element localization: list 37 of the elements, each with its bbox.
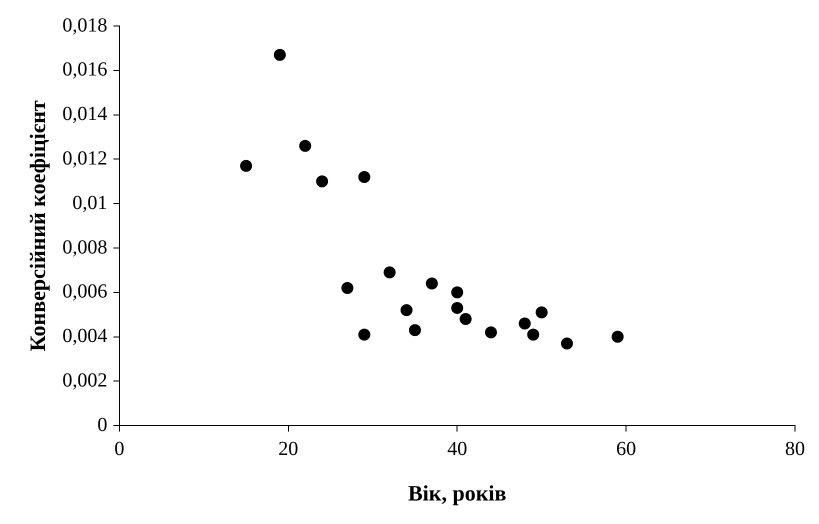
point [316, 175, 328, 188]
point [460, 313, 472, 326]
point [560, 337, 573, 350]
point [527, 328, 540, 341]
x-tick-label: 60 [616, 438, 636, 460]
y-tick-label: 0,016 [62, 58, 108, 81]
y-tick-label: 0,004 [62, 325, 108, 348]
point [274, 48, 286, 61]
x-axis-title: Вік, років [408, 480, 506, 506]
y-axis-title: Конверсійний коефіцієнт [24, 100, 50, 352]
point [408, 324, 421, 336]
point [536, 306, 548, 318]
y-tick-label: 0,006 [62, 280, 108, 303]
point [358, 328, 370, 341]
point [341, 282, 354, 294]
x-tick-label: 20 [278, 438, 298, 460]
point [484, 326, 497, 338]
point [299, 140, 312, 152]
y-tick-label: 0,002 [62, 369, 108, 392]
point [451, 286, 464, 298]
x-tick-label: 0 [114, 438, 124, 460]
point [358, 170, 370, 183]
point [384, 266, 396, 278]
y-tick-label: 0,01 [72, 192, 108, 214]
point [518, 317, 531, 330]
point [451, 302, 464, 314]
point [426, 278, 438, 290]
x-tick-label: 80 [785, 438, 805, 460]
y-tick-label: 0,018 [62, 14, 108, 36]
point [400, 304, 413, 316]
x-tick-label: 40 [447, 438, 468, 460]
y-tick-label: 0,014 [62, 103, 108, 126]
y-tick-label: 0,008 [62, 236, 108, 258]
y-tick-label: 0 [97, 414, 108, 436]
y-tick-label: 0,012 [62, 147, 108, 170]
point [612, 330, 624, 343]
point [240, 160, 252, 172]
